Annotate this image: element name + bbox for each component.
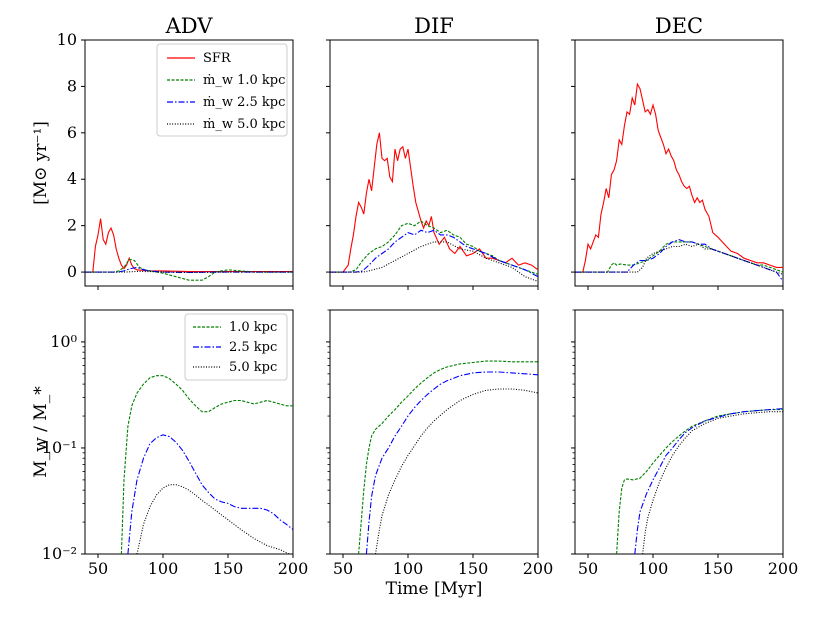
title-dif: DIF bbox=[414, 14, 454, 38]
x-tick-label-bottom-dec-3: 200 bbox=[768, 559, 799, 578]
y-tick-label-bottom-adv-0: 10⁻² bbox=[42, 544, 77, 563]
x-tick-label-bottom-dif-2: 150 bbox=[458, 559, 489, 578]
series-line-top-adv-0 bbox=[85, 218, 293, 273]
legend-label-b1: 1.0 kpc bbox=[229, 320, 277, 335]
y-tick-label-top-adv-5: 10 bbox=[57, 30, 77, 49]
series-line-bottom-dif-2 bbox=[374, 388, 539, 555]
series-line-top-adv-1 bbox=[85, 258, 293, 281]
panel-top-dec bbox=[574, 39, 784, 287]
panel-bottom-adv bbox=[84, 309, 294, 555]
legend-label-b5: 5.0 kpc bbox=[229, 360, 277, 375]
x-tick-label-bottom-dif-3: 200 bbox=[523, 559, 554, 578]
y-tick-label-top-adv-1: 2 bbox=[67, 216, 77, 235]
y-tick-label-top-adv-0: 0 bbox=[67, 262, 77, 281]
y-tick-label-top-adv-4: 8 bbox=[67, 76, 77, 95]
y-tick-label-bottom-adv-2: 10⁰ bbox=[50, 332, 77, 351]
legend-bottom: 1.0 kpc 2.5 kpc 5.0 kpc bbox=[184, 313, 288, 381]
y-tick-label-top-adv-3: 6 bbox=[67, 123, 77, 142]
series-line-top-dec-0 bbox=[575, 82, 783, 273]
y-axis-label-bottom: M_w / M_* bbox=[31, 386, 51, 478]
x-tick-label-bottom-dif-0: 50 bbox=[333, 559, 353, 578]
panel-top-adv bbox=[84, 39, 294, 287]
series-line-top-dif-3 bbox=[330, 241, 539, 282]
x-tick-label-bottom-adv-3: 200 bbox=[278, 559, 309, 578]
axis-ticks: 0 2 4 6 8 10 50 100 150 200 10⁻² 10⁻¹ 10⁰ 50 100 150 200… bbox=[42, 30, 798, 578]
panel-top-dif bbox=[329, 39, 539, 287]
series-line-bottom-adv-1 bbox=[127, 434, 294, 555]
y-tick-label-top-adv-2: 4 bbox=[67, 169, 77, 188]
legend-label-b2: 2.5 kpc bbox=[229, 340, 277, 355]
series-line-top-dif-2 bbox=[330, 229, 539, 278]
legend-label-w1: ṁ_w 1.0 kpc bbox=[203, 73, 285, 88]
series-line-top-dec-2 bbox=[575, 239, 784, 282]
x-tick-label-bottom-dec-1: 100 bbox=[638, 559, 669, 578]
panel-bottom-dec bbox=[574, 309, 784, 555]
legend-label-sfr: SFR bbox=[203, 51, 232, 66]
series-line-bottom-dif-1 bbox=[365, 371, 539, 555]
series-line-bottom-dif-0 bbox=[358, 360, 538, 555]
title-dec: DEC bbox=[655, 14, 703, 38]
x-tick-label-bottom-adv-1: 100 bbox=[148, 559, 179, 578]
series-line-top-dec-3 bbox=[575, 243, 784, 275]
series-line-top-dif-1 bbox=[330, 220, 539, 275]
panel-bottom-dif bbox=[329, 309, 539, 555]
series-line-top-adv-2 bbox=[85, 266, 293, 274]
x-tick-label-bottom-dif-1: 100 bbox=[393, 559, 424, 578]
y-axis-label-top: [M⊙ yr⁻¹] bbox=[31, 121, 51, 205]
series-line-bottom-adv-2 bbox=[136, 484, 290, 555]
y-tick-label-bottom-adv-1: 10⁻¹ bbox=[42, 438, 77, 457]
x-axis-label: Time [Myr] bbox=[386, 579, 483, 599]
series-line-bottom-dec-0 bbox=[616, 409, 783, 555]
x-tick-label-bottom-dec-0: 50 bbox=[578, 559, 598, 578]
series-curves bbox=[85, 82, 784, 555]
legend-label-w2: ṁ_w 2.5 kpc bbox=[203, 95, 285, 110]
x-tick-label-bottom-adv-0: 50 bbox=[88, 559, 108, 578]
series-line-bottom-dec-2 bbox=[642, 411, 783, 555]
x-tick-label-bottom-dec-2: 150 bbox=[703, 559, 734, 578]
series-line-top-dec-1 bbox=[575, 241, 784, 273]
legend-top: SFR ṁ_w 1.0 kpc ṁ_w 2.5 kpc ṁ_w 5.0 kpc bbox=[156, 43, 288, 137]
series-line-bottom-dec-1 bbox=[634, 408, 784, 555]
series-line-top-dif-0 bbox=[330, 132, 539, 273]
x-tick-label-bottom-adv-2: 150 bbox=[213, 559, 244, 578]
series-line-bottom-adv-0 bbox=[120, 375, 293, 555]
title-adv: ADV bbox=[165, 14, 214, 38]
legend-label-w5: ṁ_w 5.0 kpc bbox=[203, 117, 285, 132]
